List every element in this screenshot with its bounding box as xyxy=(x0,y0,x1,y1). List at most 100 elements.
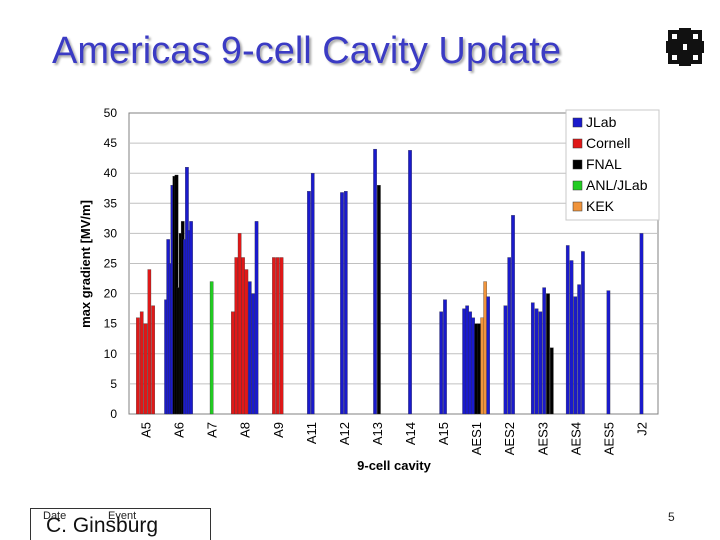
legend-swatch xyxy=(572,201,583,212)
bar xyxy=(569,260,574,415)
bar xyxy=(530,302,535,415)
bar xyxy=(577,284,581,415)
bar xyxy=(439,311,443,415)
bar xyxy=(340,192,344,415)
bar xyxy=(143,323,148,415)
bar xyxy=(247,281,252,415)
x-tick-label: A11 xyxy=(304,422,319,444)
x-tick-label: A7 xyxy=(205,422,220,438)
x-tick-label: A13 xyxy=(370,422,385,445)
bar xyxy=(408,150,412,415)
bar xyxy=(251,293,255,415)
bar xyxy=(307,191,311,415)
footer-author: C. Ginsburg xyxy=(46,514,159,537)
bar xyxy=(477,323,481,415)
legend-swatch xyxy=(572,117,583,128)
bar xyxy=(244,269,249,415)
footer-date: Date xyxy=(43,510,67,522)
bar xyxy=(503,305,508,415)
bar xyxy=(639,233,644,415)
bar xyxy=(542,287,546,415)
y-tick-label: 40 xyxy=(104,166,118,180)
bar xyxy=(573,296,578,415)
x-tick-label: A12 xyxy=(337,422,352,445)
bar xyxy=(310,173,315,415)
x-tick-label: A15 xyxy=(436,422,451,445)
bar xyxy=(237,233,242,415)
y-tick-label: 30 xyxy=(104,226,118,240)
bar xyxy=(606,290,611,415)
bar xyxy=(538,311,543,415)
page-number: 5 xyxy=(668,510,675,524)
bar xyxy=(147,269,152,415)
bar xyxy=(151,305,155,415)
y-tick-label: 35 xyxy=(104,196,118,210)
x-tick-label: AES2 xyxy=(502,422,517,455)
y-axis-label: max gradient [MV/m] xyxy=(78,200,93,328)
x-tick-labels: A5 A6 A7 A8 A9 A11 A12 A13 A14 A15 AES1 AES2 AES3 AES… xyxy=(139,422,650,455)
x-tick-label: A6 xyxy=(172,422,187,438)
bar xyxy=(474,323,478,415)
bar xyxy=(534,308,539,415)
legend-swatch xyxy=(572,138,583,149)
x-tick-label: AES1 xyxy=(469,422,484,455)
legend-label: JLab xyxy=(586,114,617,130)
legend-label: KEK xyxy=(586,198,615,214)
bar xyxy=(581,251,585,415)
bar xyxy=(254,221,259,415)
x-tick-label: A14 xyxy=(403,422,418,445)
legend-swatch xyxy=(572,159,583,170)
bar xyxy=(279,257,284,415)
bar xyxy=(468,311,472,415)
x-tick-label: J2 xyxy=(635,422,650,436)
bar xyxy=(209,281,214,415)
x-tick-label: AES3 xyxy=(535,422,550,455)
y-tick-label: 15 xyxy=(104,317,118,331)
bar xyxy=(136,317,140,415)
bars xyxy=(136,148,644,415)
bar xyxy=(234,257,239,415)
y-tick-label: 25 xyxy=(104,257,118,271)
bar xyxy=(231,311,235,415)
bar xyxy=(565,245,570,415)
bar xyxy=(373,148,377,415)
y-tick-label: 10 xyxy=(104,347,118,361)
y-tick-label: 20 xyxy=(104,287,118,301)
bar xyxy=(480,317,484,415)
bar xyxy=(483,281,487,415)
fermilab-logo-icon xyxy=(666,28,704,66)
legend-label: Cornell xyxy=(586,135,630,151)
y-tick-label: 50 xyxy=(104,106,118,120)
legend: JLab Cornell FNAL ANL/JLab KEK xyxy=(565,109,660,221)
bar xyxy=(377,185,381,415)
bar xyxy=(507,257,512,415)
x-tick-label: AES5 xyxy=(601,422,616,455)
bar xyxy=(241,257,245,415)
x-tick-label: A8 xyxy=(238,422,253,438)
x-axis-label: 9-cell cavity xyxy=(357,458,431,473)
footer-event: Event xyxy=(108,510,137,522)
y-tick-label: 0 xyxy=(110,407,117,421)
bar xyxy=(139,311,144,415)
x-tick-label: A9 xyxy=(271,422,286,438)
bar xyxy=(486,296,490,415)
bar xyxy=(275,257,280,415)
legend-swatch xyxy=(572,180,583,191)
bar xyxy=(189,221,193,415)
bar xyxy=(344,191,348,415)
bar xyxy=(549,347,554,415)
bar xyxy=(546,293,550,415)
bar xyxy=(462,308,466,415)
y-tick-label: 5 xyxy=(110,377,117,391)
bar xyxy=(465,305,469,415)
bar xyxy=(471,317,475,415)
y-tick-label: 45 xyxy=(104,136,118,150)
bar xyxy=(443,299,447,415)
x-tick-label: AES4 xyxy=(568,422,583,455)
x-tick-label: A5 xyxy=(139,422,154,438)
footer-box xyxy=(30,508,211,540)
slide-title: Americas 9-cell Cavity Update xyxy=(52,30,561,72)
bar xyxy=(272,257,276,415)
legend-label: ANL/JLab xyxy=(586,177,648,193)
